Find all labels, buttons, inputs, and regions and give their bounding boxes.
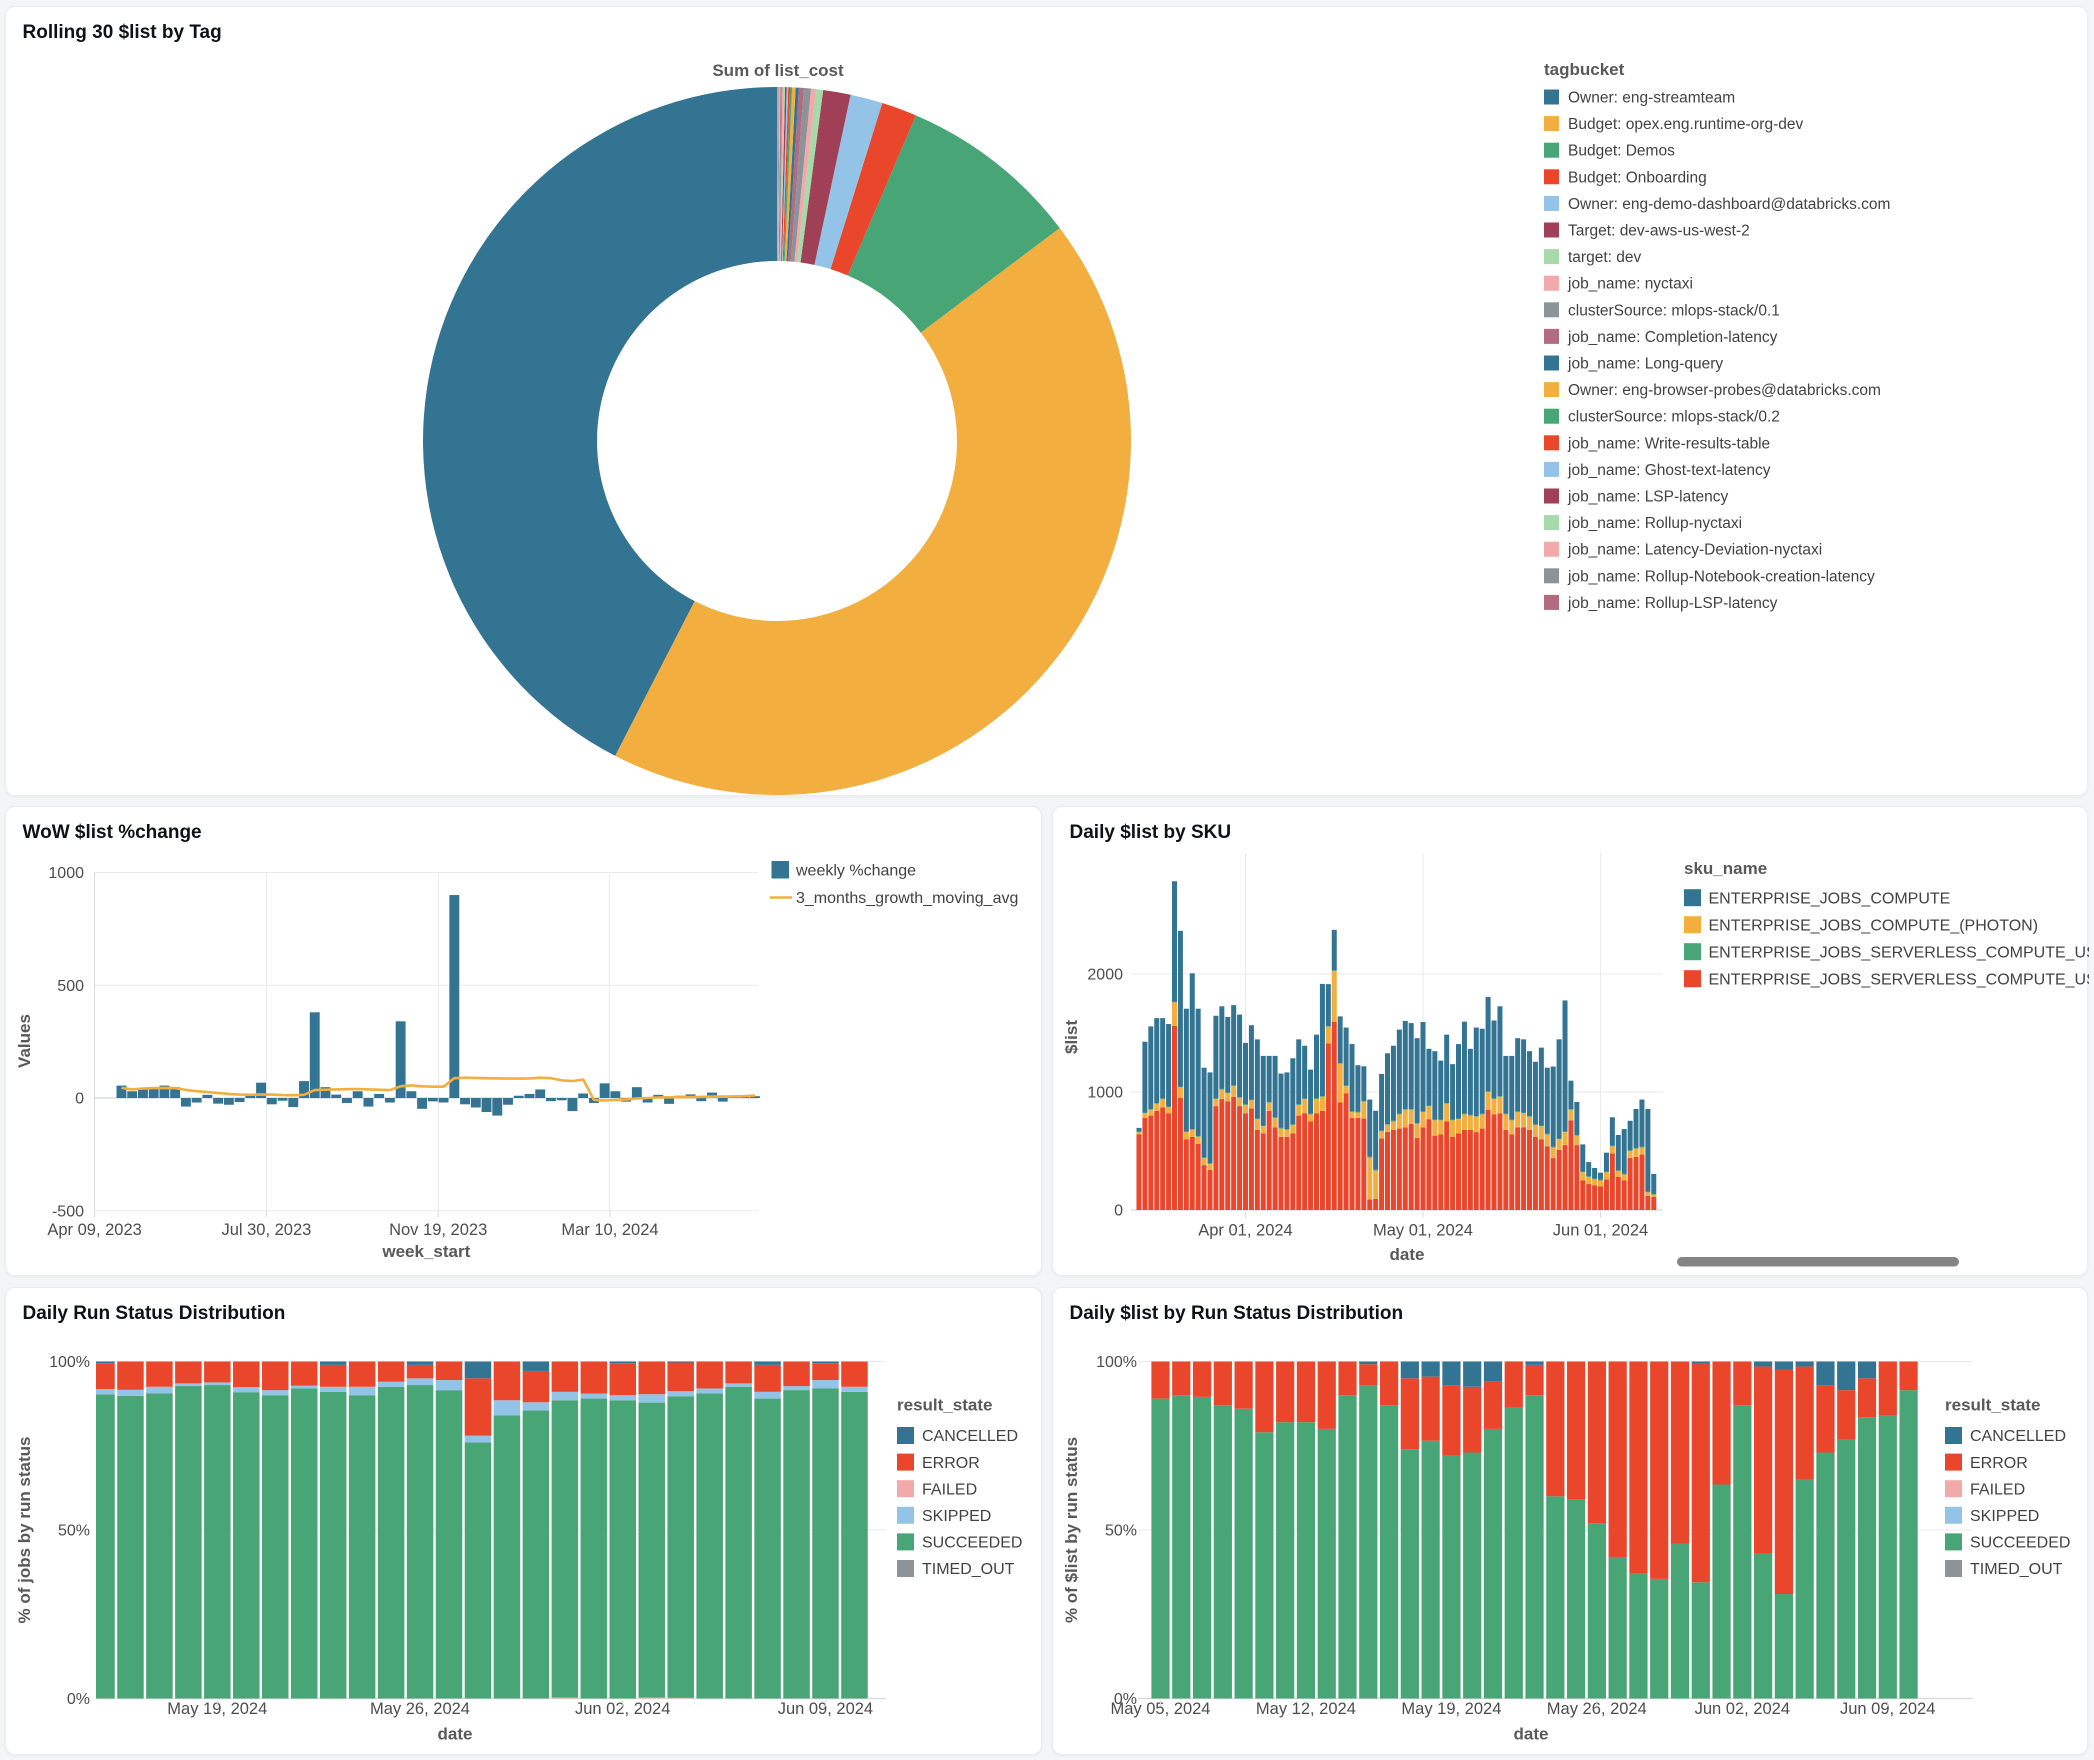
svg-text:Apr 01, 2024: Apr 01, 2024 bbox=[1198, 1222, 1293, 1240]
svg-text:May 01, 2024: May 01, 2024 bbox=[1373, 1222, 1473, 1240]
svg-text:Budget: Demos: Budget: Demos bbox=[1568, 143, 1675, 160]
svg-text:ERROR: ERROR bbox=[1970, 1455, 2028, 1472]
svg-text:job_name: Ghost-text-latency: job_name: Ghost-text-latency bbox=[1567, 462, 1771, 479]
svg-text:3_months_growth_moving_avg: 3_months_growth_moving_avg bbox=[796, 890, 1018, 907]
svg-text:Jun 01, 2024: Jun 01, 2024 bbox=[1553, 1222, 1648, 1240]
svg-text:Owner: eng-browser-probes@data: Owner: eng-browser-probes@databricks.com bbox=[1568, 382, 1881, 399]
svg-text:ENTERPRISE_JOBS_COMPUTE_(PHOTO: ENTERPRISE_JOBS_COMPUTE_(PHOTON) bbox=[1709, 917, 2039, 934]
svg-text:Rolling 30 $list by Tag: Rolling 30 $list by Tag bbox=[23, 22, 222, 43]
svg-text:0: 0 bbox=[1114, 1203, 1123, 1220]
svg-text:FAILED: FAILED bbox=[1970, 1481, 2025, 1498]
svg-text:1000: 1000 bbox=[48, 865, 84, 882]
svg-text:ENTERPRISE_JOBS_SERVERLESS_COM: ENTERPRISE_JOBS_SERVERLESS_COMPUTE_US bbox=[1709, 971, 2090, 988]
svg-text:50%: 50% bbox=[1105, 1523, 1137, 1540]
svg-text:tagbucket: tagbucket bbox=[1544, 60, 1625, 79]
svg-text:result_state: result_state bbox=[897, 1396, 992, 1415]
svg-text:sku_name: sku_name bbox=[1684, 859, 1767, 878]
svg-text:Jun 02, 2024: Jun 02, 2024 bbox=[575, 1700, 670, 1718]
svg-text:0%: 0% bbox=[67, 1691, 90, 1708]
svg-text:May 26, 2024: May 26, 2024 bbox=[370, 1700, 470, 1718]
svg-text:Jun 09, 2024: Jun 09, 2024 bbox=[778, 1700, 873, 1718]
svg-text:100%: 100% bbox=[49, 1354, 90, 1371]
svg-text:Jun 02, 2024: Jun 02, 2024 bbox=[1695, 1700, 1790, 1718]
svg-text:date: date bbox=[1514, 1725, 1549, 1744]
svg-text:% of $list by run status: % of $list by run status bbox=[1062, 1437, 1081, 1623]
svg-text:100%: 100% bbox=[1096, 1354, 1137, 1371]
svg-text:ENTERPRISE_JOBS_COMPUTE: ENTERPRISE_JOBS_COMPUTE bbox=[1709, 890, 1951, 907]
svg-text:ENTERPRISE_JOBS_SERVERLESS_COM: ENTERPRISE_JOBS_SERVERLESS_COMPUTE_US bbox=[1709, 944, 2090, 961]
svg-text:0%: 0% bbox=[1114, 1691, 1137, 1708]
svg-text:Apr 09, 2023: Apr 09, 2023 bbox=[47, 1221, 142, 1239]
svg-text:1000: 1000 bbox=[1087, 1085, 1123, 1102]
svg-text:Nov 19, 2023: Nov 19, 2023 bbox=[389, 1221, 487, 1239]
svg-text:Jun 09, 2024: Jun 09, 2024 bbox=[1840, 1700, 1935, 1718]
svg-text:weekly %change: weekly %change bbox=[795, 863, 916, 880]
svg-text:CANCELLED: CANCELLED bbox=[1970, 1428, 2066, 1445]
svg-text:job_name: Rollup-LSP-latency: job_name: Rollup-LSP-latency bbox=[1567, 595, 1778, 612]
svg-text:May 19, 2024: May 19, 2024 bbox=[1401, 1700, 1501, 1718]
svg-text:2000: 2000 bbox=[1087, 967, 1123, 984]
svg-text:job_name: Completion-latency: job_name: Completion-latency bbox=[1567, 329, 1778, 346]
svg-text:WoW $list %change: WoW $list %change bbox=[23, 822, 202, 843]
svg-text:May 26, 2024: May 26, 2024 bbox=[1547, 1700, 1647, 1718]
svg-text:Daily $list by SKU: Daily $list by SKU bbox=[1070, 822, 1232, 843]
svg-text:result_state: result_state bbox=[1945, 1396, 2040, 1415]
svg-text:SUCCEEDED: SUCCEEDED bbox=[1970, 1535, 2070, 1552]
svg-text:job_name: Long-query: job_name: Long-query bbox=[1567, 356, 1723, 373]
svg-text:job_name: Rollup-Notebook-crea: job_name: Rollup-Notebook-creation-laten… bbox=[1567, 568, 1875, 585]
svg-text:May 19, 2024: May 19, 2024 bbox=[167, 1700, 267, 1718]
svg-text:TIMED_OUT: TIMED_OUT bbox=[1970, 1561, 2063, 1578]
svg-text:TIMED_OUT: TIMED_OUT bbox=[922, 1561, 1015, 1578]
svg-text:Jul 30, 2023: Jul 30, 2023 bbox=[221, 1221, 311, 1239]
svg-text:job_name: LSP-latency: job_name: LSP-latency bbox=[1567, 489, 1729, 506]
svg-text:Budget: opex.eng.runtime-org-d: Budget: opex.eng.runtime-org-dev bbox=[1568, 116, 1803, 133]
svg-text:Daily Run Status Distribution: Daily Run Status Distribution bbox=[23, 1303, 286, 1324]
svg-text:date: date bbox=[438, 1725, 473, 1744]
svg-text:50%: 50% bbox=[58, 1523, 90, 1540]
svg-text:FAILED: FAILED bbox=[922, 1481, 977, 1498]
svg-text:ERROR: ERROR bbox=[922, 1455, 980, 1472]
svg-text:job_name: Latency-Deviation-ny: job_name: Latency-Deviation-nyctaxi bbox=[1567, 542, 1822, 559]
svg-text:SKIPPED: SKIPPED bbox=[1970, 1508, 2039, 1525]
svg-text:500: 500 bbox=[57, 978, 84, 995]
svg-text:Values: Values bbox=[15, 1014, 34, 1068]
svg-text:Daily $list by Run Status Dist: Daily $list by Run Status Distribution bbox=[1070, 1303, 1404, 1324]
svg-text:0: 0 bbox=[75, 1091, 84, 1108]
svg-text:Target: dev-aws-us-west-2: Target: dev-aws-us-west-2 bbox=[1568, 223, 1750, 240]
svg-text:$list: $list bbox=[1062, 1020, 1081, 1054]
svg-text:Owner: eng-demo-dashboard@data: Owner: eng-demo-dashboard@databricks.com bbox=[1568, 196, 1890, 213]
svg-text:clusterSource: mlops-stack/0.2: clusterSource: mlops-stack/0.2 bbox=[1568, 409, 1780, 426]
svg-text:May 05, 2024: May 05, 2024 bbox=[1111, 1700, 1211, 1718]
svg-text:date: date bbox=[1390, 1245, 1425, 1264]
svg-text:Owner: eng-streamteam: Owner: eng-streamteam bbox=[1568, 90, 1735, 107]
svg-text:CANCELLED: CANCELLED bbox=[922, 1428, 1018, 1445]
svg-text:Mar 10, 2024: Mar 10, 2024 bbox=[561, 1221, 658, 1239]
svg-text:job_name: Rollup-nyctaxi: job_name: Rollup-nyctaxi bbox=[1567, 515, 1742, 532]
svg-text:week_start: week_start bbox=[381, 1242, 470, 1261]
svg-text:Sum of list_cost: Sum of list_cost bbox=[712, 61, 844, 80]
svg-text:-500: -500 bbox=[52, 1203, 84, 1220]
svg-text:clusterSource: mlops-stack/0.1: clusterSource: mlops-stack/0.1 bbox=[1568, 302, 1780, 319]
svg-text:Budget: Onboarding: Budget: Onboarding bbox=[1568, 169, 1707, 186]
svg-text:May 12, 2024: May 12, 2024 bbox=[1256, 1700, 1356, 1718]
svg-text:SUCCEEDED: SUCCEEDED bbox=[922, 1535, 1022, 1552]
svg-text:% of jobs by run status: % of jobs by run status bbox=[15, 1436, 34, 1623]
svg-text:SKIPPED: SKIPPED bbox=[922, 1508, 991, 1525]
svg-text:target: dev: target: dev bbox=[1568, 249, 1641, 266]
svg-text:job_name: nyctaxi: job_name: nyctaxi bbox=[1567, 276, 1693, 293]
svg-text:job_name: Write-results-table: job_name: Write-results-table bbox=[1567, 435, 1770, 452]
